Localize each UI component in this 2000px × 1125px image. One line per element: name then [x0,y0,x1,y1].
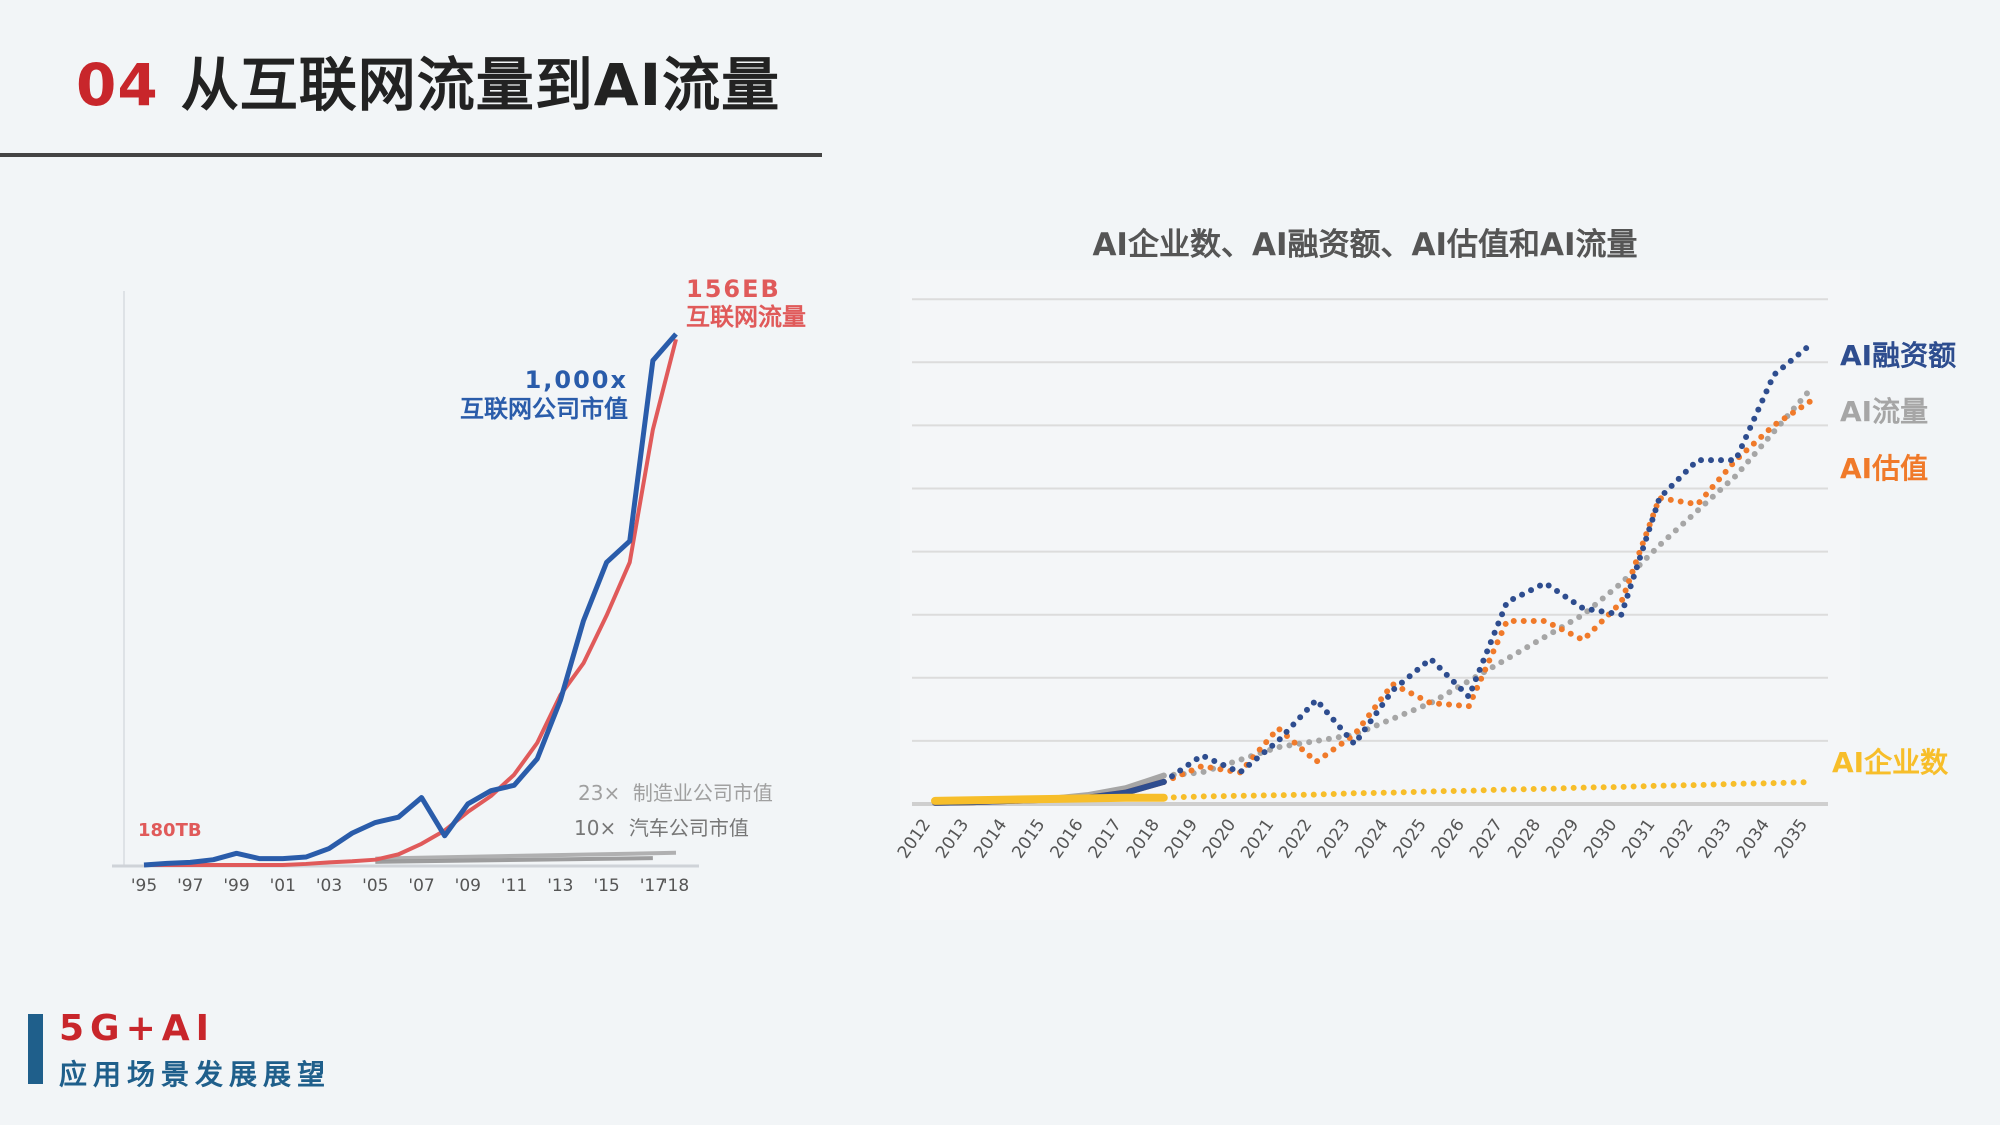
left-x-tick-label: '99 [223,876,249,896]
series-historical-line [931,793,1168,805]
left-x-tick-label: '95 [131,876,157,896]
series-forecast-line [1160,340,1815,785]
left-x-tick-label: '07 [408,876,434,896]
footer-accent-bar [28,1014,43,1084]
legend-label: AI流量 [1840,395,1928,428]
market-cap-multiplier-label: 1,000x [525,366,628,394]
traffic-value-label: 156EB [686,275,781,303]
series-forecast-line [1160,397,1815,785]
ai-chart-background [900,270,1860,920]
internet-chart: '95'97'99'01'03'05'07'09'11'13'15'17'18 … [112,275,806,896]
left-x-tick-label: '01 [270,876,296,896]
left-x-tick-label: '18 [663,876,689,896]
footer-subtitle: 应用场景发展展望 [59,1058,332,1091]
title-text: 从互联网流量到AI流量 [180,51,781,119]
legend-label: AI企业数 [1832,746,1949,779]
ai-chart: AI企业数、AI融资额、AI估值和AI流量 201220132014201520… [894,227,1956,920]
left-x-tick-label: '15 [593,876,619,896]
traffic-series-label: 互联网流量 [686,303,806,331]
traffic-line [144,338,678,867]
left-x-tick-label: '13 [547,876,573,896]
series-forecast-line [1160,778,1815,801]
auto-label: 10× 汽车公司市值 [574,816,749,840]
left-x-tick-label: '05 [362,876,388,896]
market-cap-line [143,332,678,868]
manufacturing-label: 23× 制造业公司市值 [578,781,773,805]
left-x-tick-label: '03 [316,876,342,896]
auto-line [375,856,653,864]
left-x-tick-label: '09 [455,876,481,896]
traffic-start-label: 180TB [138,820,202,841]
footer-brand: 5G+AI [59,1008,216,1049]
title-underline [0,153,822,157]
left-x-tick-label: '11 [501,876,527,896]
section-number: 04 [76,51,159,119]
legend-label: AI估值 [1840,452,1928,485]
series-forecast-line [1160,384,1815,779]
manufacturing-line [375,850,677,861]
legend-label: AI融资额 [1840,339,1956,372]
page-title: 04 从互联网流量到AI流量 [76,38,780,122]
left-x-tick-label: '97 [177,876,203,896]
market-cap-series-label: 互联网公司市值 [460,395,628,423]
ai-chart-title: AI企业数、AI融资额、AI估值和AI流量 [1092,227,1637,263]
left-x-tick-label: '17 [640,876,666,896]
